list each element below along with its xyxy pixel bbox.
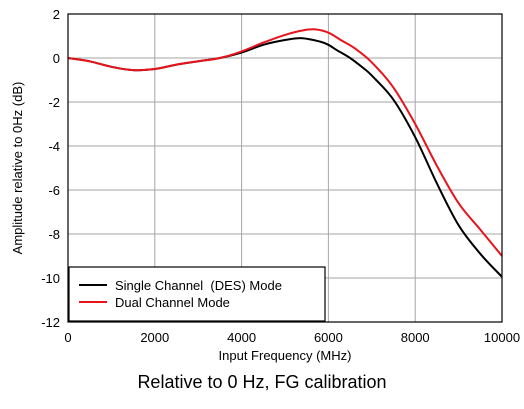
x-tick-label-1: 2000	[140, 330, 169, 345]
y-tick-label-3: -4	[48, 139, 60, 154]
series-line-dual-channel	[67, 28, 503, 257]
x-tick-label-3: 6000	[314, 330, 343, 345]
series-lines	[67, 28, 503, 278]
y-tick-label-2: -2	[48, 95, 60, 110]
y-tick-label-5: -8	[48, 227, 60, 242]
figure-caption: Relative to 0 Hz, FG calibration	[137, 372, 387, 392]
y-tick-label-6: -10	[41, 271, 60, 286]
y-tick-labels: 2 0 -2 -4 -6 -8 -10 -12	[41, 7, 60, 330]
y-tick-label-0: 2	[53, 7, 60, 22]
y-tick-label-4: -6	[48, 183, 60, 198]
y-axis-label: Amplitude relative to 0Hz (dB)	[10, 82, 25, 255]
x-tick-label-4: 8000	[401, 330, 430, 345]
legend-box	[68, 266, 326, 322]
y-tick-label-7: -12	[41, 315, 60, 330]
x-axis-label: Input Frequency (MHz)	[219, 348, 352, 363]
x-tick-label-0: 0	[64, 330, 71, 345]
x-tick-label-5: 10000	[484, 330, 520, 345]
plot-frame	[67, 13, 503, 323]
x-tick-label-2: 4000	[227, 330, 256, 345]
legend-label-dual-channel: Dual Channel Mode	[115, 295, 230, 310]
chart: 20-2-4-6-8-10-12 0 2000 4000 6000 8000 10000 …	[10, 7, 520, 363]
legend: Single Channel (DES) Mode Dual Channel M…	[68, 266, 326, 322]
y-tick-label-1: 0	[53, 51, 60, 66]
legend-label-single-channel: Single Channel (DES) Mode	[115, 278, 282, 293]
x-tick-labels: 0 2000 4000 6000 8000 10000	[64, 330, 520, 345]
